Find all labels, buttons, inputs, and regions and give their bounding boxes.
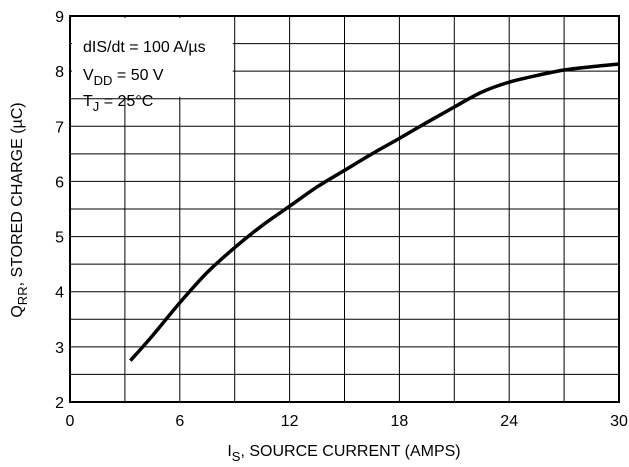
x-tick-label: 18 — [391, 413, 409, 430]
annotation-didt: dIS/dt = 100 A/µs — [83, 39, 206, 56]
series-line — [129, 62, 620, 362]
x-tick-label: 6 — [175, 413, 184, 430]
plot-frame — [69, 15, 620, 403]
x-tick-label: 30 — [610, 413, 628, 430]
y-tick-label: 3 — [55, 340, 64, 357]
series — [129, 62, 620, 362]
annotation-background — [72, 18, 233, 97]
annotation-vdd: VDD = 50 V — [83, 67, 164, 88]
y-tick-label: 8 — [55, 64, 64, 81]
x-tick-label: 24 — [500, 413, 518, 430]
y-tick-label: 4 — [55, 285, 64, 302]
tick-labels: 0 6 12 18 24 30 2 3 4 5 6 7 8 9 — [55, 9, 628, 430]
x-tick-label: 0 — [66, 413, 75, 430]
y-tick-label: 6 — [55, 174, 64, 191]
y-tick-label: 9 — [55, 9, 64, 26]
x-axis-title: IS, SOURCE CURRENT (AMPS) — [227, 443, 460, 464]
x-tick-label: 12 — [281, 413, 299, 430]
annotation-tj: TJ = 25°C — [83, 93, 153, 114]
y-tick-label: 7 — [55, 119, 64, 136]
grid — [70, 16, 619, 402]
annotation-box: dIS/dt = 100 A/µs VDD = 50 V TJ = 25°C — [72, 18, 233, 114]
y-tick-label: 5 — [55, 230, 64, 247]
y-tick-label: 2 — [55, 395, 64, 412]
y-axis-title: QRR, STORED CHARGE (µC) — [9, 102, 30, 317]
